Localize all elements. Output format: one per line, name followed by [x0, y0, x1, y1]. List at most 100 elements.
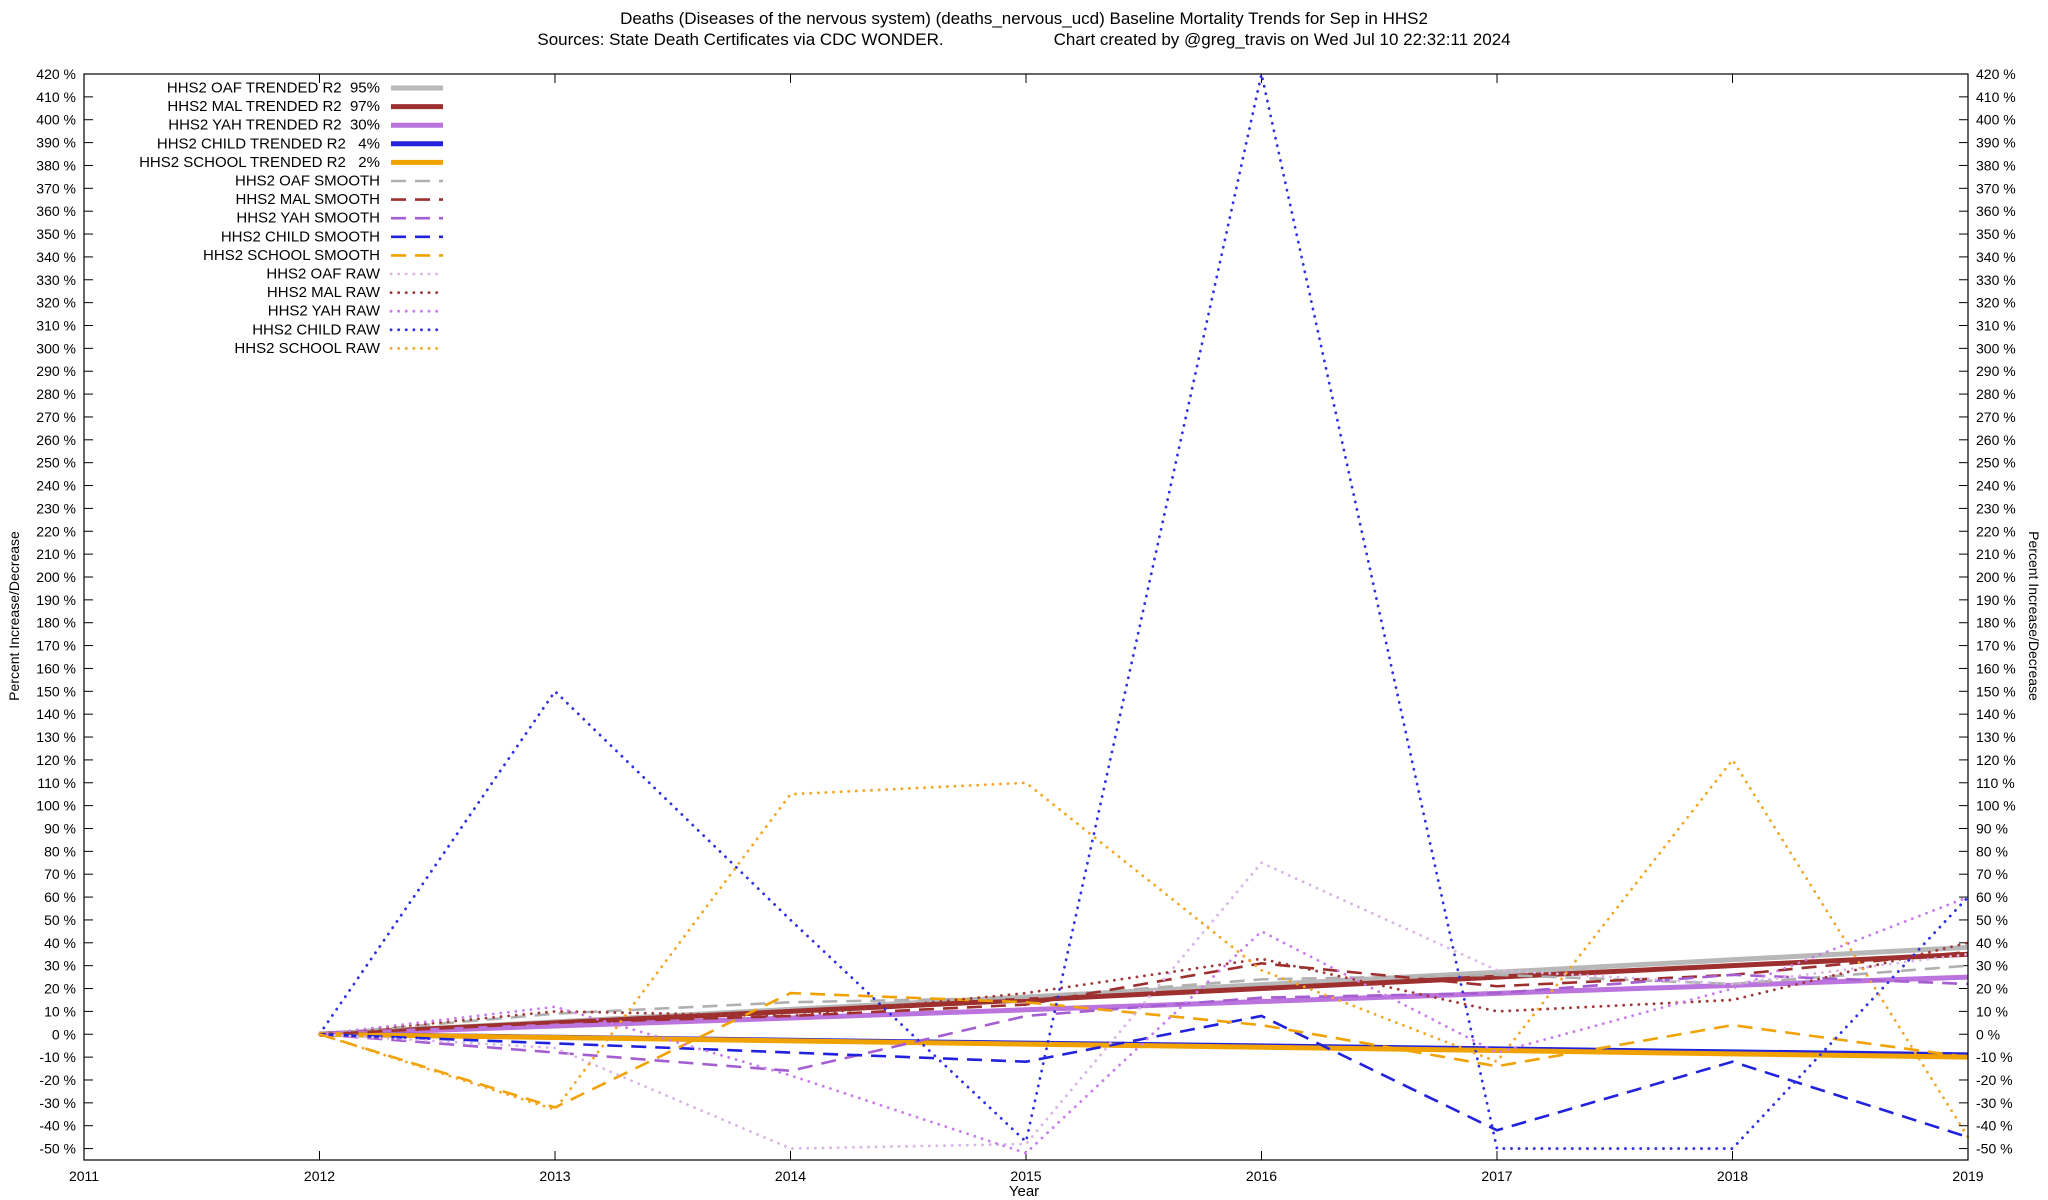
y-tick-label: 350 % [36, 226, 76, 242]
y-tick-label-right: 390 % [1976, 135, 2016, 151]
series-hhs2-yah-trended-r2-30 [319, 974, 1969, 1037]
y-tick-label: 340 % [36, 249, 76, 265]
series-hhs2-oaf-raw [318, 861, 1970, 1150]
y-tick-label: 220 % [36, 523, 76, 539]
y-tick-label: 270 % [36, 409, 76, 425]
y-tick-label-right: 330 % [1976, 272, 2016, 288]
plot-border [83, 73, 1969, 1161]
y-tick-label-right: 290 % [1976, 363, 2016, 379]
y-tick-label-right: 80 % [1976, 843, 2008, 859]
chart-subtitle: Sources: State Death Certificates via CD… [0, 30, 2048, 50]
y-tick-label-right: -10 % [1976, 1049, 2013, 1065]
x-tick-label: 2018 [1717, 1168, 1748, 1184]
y-tick-label: 370 % [36, 180, 76, 196]
y-tick-label: 160 % [36, 660, 76, 676]
y-tick-label: 10 % [44, 1003, 76, 1019]
legend-label: HHS2 SCHOOL RAW [234, 340, 380, 357]
y-tick-label: 400 % [36, 112, 76, 128]
y-tick-label-right: 70 % [1976, 866, 2008, 882]
y-tick-label: 200 % [36, 569, 76, 585]
series-hhs2-yah-smooth [319, 973, 1969, 1073]
y-tick-label: 140 % [36, 706, 76, 722]
y-tick-label-right: -50 % [1976, 1141, 2013, 1157]
x-tick-label: 2016 [1246, 1168, 1277, 1184]
y-tick-label-right: 370 % [1976, 180, 2016, 196]
x-tick-label: 2014 [775, 1168, 806, 1184]
y-tick-label-right: 160 % [1976, 660, 2016, 676]
y-tick-label-right: -40 % [1976, 1118, 2013, 1134]
y-tick-label-right: 300 % [1976, 340, 2016, 356]
y-tick-label: 190 % [36, 592, 76, 608]
y-tick-label: -50 % [39, 1141, 76, 1157]
y-tick-label: 290 % [36, 363, 76, 379]
y-tick-label: -10 % [39, 1049, 76, 1065]
chart-credit: Chart created by @greg_travis on Wed Jul… [1053, 30, 1511, 49]
y-tick-label: 130 % [36, 729, 76, 745]
x-tick-label: 2013 [539, 1168, 570, 1184]
y-tick-label-right: 210 % [1976, 546, 2016, 562]
y-tick-label-right: 130 % [1976, 729, 2016, 745]
legend-label: HHS2 YAH SMOOTH [236, 210, 380, 227]
series-hhs2-school-raw [318, 758, 1970, 1139]
y-tick-label-right: 50 % [1976, 912, 2008, 928]
y-tick-label: 210 % [36, 546, 76, 562]
y-tick-label: 410 % [36, 89, 76, 105]
chart-sources: Sources: State Death Certificates via CD… [537, 30, 944, 49]
y-tick-label-right: 270 % [1976, 409, 2016, 425]
legend-label: HHS2 OAF SMOOTH [235, 173, 380, 190]
y-tick-label: 50 % [44, 912, 76, 928]
series-hhs2-mal-raw [318, 941, 1970, 1036]
legend-label: HHS2 YAH RAW [268, 303, 381, 320]
legend-label: HHS2 OAF TRENDED R2 95% [167, 80, 380, 97]
x-tick-label: 2019 [1952, 1168, 1983, 1184]
y-tick-label-right: -30 % [1976, 1095, 2013, 1111]
x-tick-label: 2011 [69, 1168, 99, 1184]
y-tick-label-right: -20 % [1976, 1072, 2013, 1088]
y-tick-label: 380 % [36, 157, 76, 173]
legend-label: HHS2 MAL RAW [267, 284, 381, 301]
y-tick-label-right: 380 % [1976, 157, 2016, 173]
y-tick-label: 30 % [44, 958, 76, 974]
series-hhs2-child-raw [318, 72, 1970, 1150]
y-tick-label-right: 60 % [1976, 889, 2008, 905]
y-tick-label-right: 340 % [1976, 249, 2016, 265]
y-tick-label: 20 % [44, 981, 76, 997]
x-tick-label: 2015 [1010, 1168, 1041, 1184]
chart-title: Deaths (Diseases of the nervous system) … [620, 9, 1428, 28]
y-tick-label-right: 110 % [1976, 775, 2015, 791]
legend-label: HHS2 CHILD RAW [252, 321, 381, 338]
x-tick-label: 2012 [304, 1168, 335, 1184]
y-tick-label: 110 % [37, 775, 76, 791]
y-tick-label-right: 180 % [1976, 615, 2016, 631]
y-tick-label-right: 350 % [1976, 226, 2016, 242]
y-tick-label-right: 280 % [1976, 386, 2016, 402]
y-tick-label: 100 % [36, 798, 76, 814]
series-hhs2-school-trended-r2-2 [319, 1031, 1969, 1060]
legend-label: HHS2 CHILD SMOOTH [221, 228, 380, 245]
legend-label: HHS2 OAF RAW [266, 266, 380, 283]
y-tick-label-right: 0 % [1976, 1026, 2000, 1042]
y-tick-label: 390 % [36, 135, 76, 151]
y-tick-label-right: 190 % [1976, 592, 2016, 608]
legend-label: HHS2 MAL SMOOTH [236, 191, 380, 208]
y-tick-label-right: 410 % [1976, 89, 2016, 105]
y-tick-label: 180 % [36, 615, 76, 631]
y-tick-label: 0 % [52, 1026, 76, 1042]
y-tick-label: 60 % [44, 889, 76, 905]
y-tick-label-right: 400 % [1976, 112, 2016, 128]
y-tick-label-right: 310 % [1976, 317, 2016, 333]
y-tick-label: 170 % [36, 638, 76, 654]
y-tick-label: 330 % [36, 272, 76, 288]
y-tick-label-right: 420 % [1976, 66, 2016, 82]
y-tick-label-right: 100 % [1976, 798, 2016, 814]
y-tick-label: 280 % [36, 386, 76, 402]
y-tick-label: -30 % [39, 1095, 76, 1111]
y-tick-label-right: 140 % [1976, 706, 2016, 722]
legend-label: HHS2 CHILD TRENDED R2 4% [157, 135, 380, 152]
y-tick-label: 40 % [44, 935, 76, 951]
y-tick-label-right: 20 % [1976, 981, 2008, 997]
y-tick-label: 70 % [44, 866, 76, 882]
legend-label: HHS2 SCHOOL SMOOTH [203, 247, 380, 264]
